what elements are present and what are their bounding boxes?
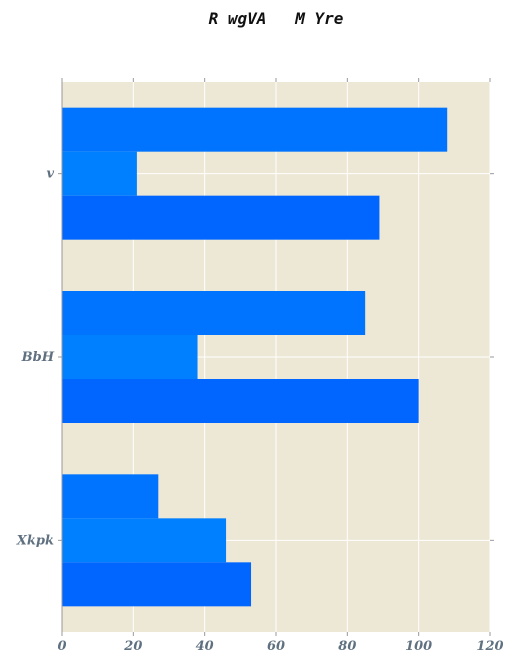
x-tick-label-3: 60 (267, 639, 285, 654)
bar-bbh-3 (62, 379, 419, 423)
y-tick-label-2: Xkpk (16, 533, 54, 548)
bar-bbh-1 (62, 291, 366, 335)
bar-bbh-2 (62, 335, 198, 379)
bar-xkpk-3 (62, 562, 252, 607)
x-tick-label-2: 40 (196, 639, 214, 654)
bar-v-2 (62, 151, 137, 196)
x-tick-label-6: 120 (476, 639, 503, 654)
x-tick-label-0: 0 (57, 639, 66, 654)
bar-v-3 (62, 195, 380, 240)
bars (62, 107, 448, 607)
x-tick-label-5: 100 (405, 639, 432, 654)
axes (58, 78, 494, 636)
x-tick-label-4: 80 (338, 639, 356, 654)
bar-v-1 (62, 107, 448, 152)
tick-labels: 0 20 40 60 80 100 120 v BbH Xkpk (16, 167, 504, 654)
y-tick-label-0: v (46, 167, 54, 182)
chart-title: R wgVA M Yre (209, 9, 344, 28)
bar-xkpk-1 (62, 474, 159, 519)
y-tick-label-1: BbH (21, 350, 55, 365)
x-tick-label-1: 20 (123, 639, 142, 654)
bar-xkpk-2 (62, 518, 227, 563)
